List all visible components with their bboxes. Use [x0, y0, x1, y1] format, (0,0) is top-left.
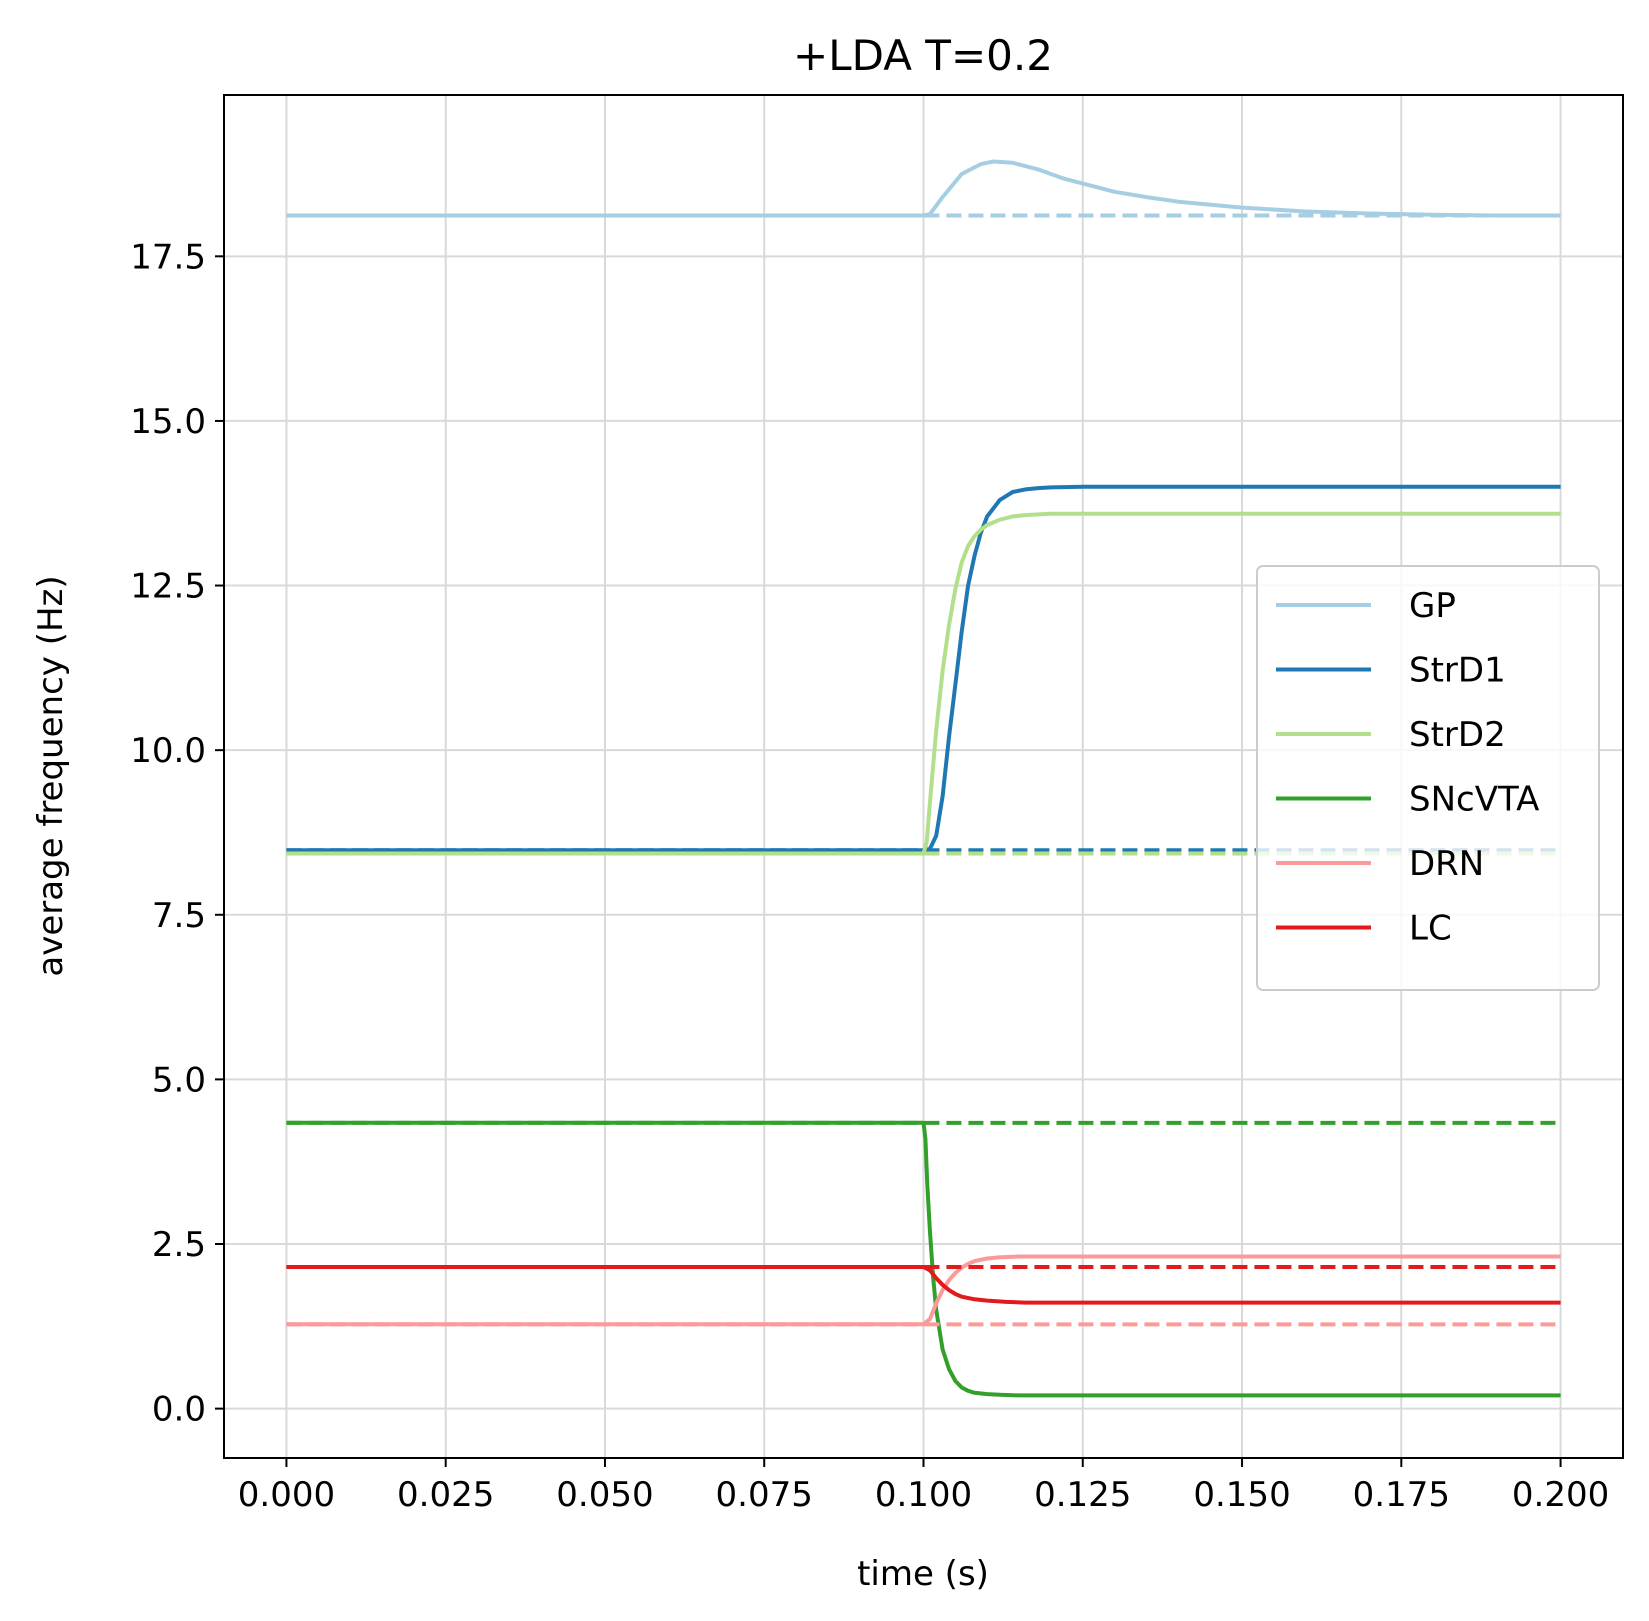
y-tick-label: 7.5 [152, 896, 206, 936]
y-axis-ticks: 0.0 2.5 5.0 7.5 10.0 12.5 15.0 17.5 [130, 237, 224, 1430]
series-lc-line [286, 1265, 1561, 1305]
x-tick-label: 0.150 [1193, 1475, 1290, 1515]
legend-box [1256, 565, 1600, 991]
y-tick-label: 12.5 [130, 567, 206, 607]
series-drn-line [286, 1254, 1561, 1327]
x-axis-ticks: 0.000 0.025 0.050 0.075 0.100 0.125 0.150 0.175… [238, 1458, 1609, 1515]
x-tick-label: 0.175 [1353, 1475, 1450, 1515]
y-tick-label: 15.0 [130, 402, 206, 442]
legend: GP StrD1 StrD2 SNcVTA DRN LC [1256, 565, 1600, 991]
x-axis-label: time (s) [857, 1554, 989, 1594]
legend-strd1-label: StrD1 [1409, 651, 1506, 691]
series-strd1-line [286, 484, 1561, 853]
y-tick-label: 5.0 [152, 1060, 206, 1100]
y-tick-label: 10.0 [130, 731, 206, 771]
x-tick-label: 0.025 [397, 1475, 494, 1515]
series-strd2-line [286, 511, 1561, 856]
y-tick-label: 0.0 [152, 1390, 206, 1430]
x-tick-label: 0.075 [716, 1475, 813, 1515]
legend-gp-label: GP [1409, 586, 1456, 626]
x-tick-label: 0.000 [238, 1475, 335, 1515]
chart-title: +LDA T=0.2 [793, 31, 1053, 80]
x-tick-label: 0.200 [1512, 1475, 1609, 1515]
legend-sncvta-label: SNcVTA [1409, 780, 1539, 820]
y-tick-label: 2.5 [152, 1225, 206, 1265]
y-tick-label: 17.5 [130, 237, 206, 277]
y-axis-label: average frequency (Hz) [31, 575, 71, 976]
legend-drn-label: DRN [1409, 844, 1484, 884]
x-tick-label: 0.125 [1034, 1475, 1131, 1515]
grid-lines [224, 95, 1623, 1458]
legend-lc-label: LC [1409, 909, 1452, 949]
legend-strd2-label: StrD2 [1409, 715, 1506, 755]
x-tick-label: 0.050 [556, 1475, 653, 1515]
x-tick-label: 0.100 [875, 1475, 972, 1515]
series-gp-line [286, 159, 1561, 218]
plot-frame [223, 94, 1624, 1459]
series-sncvta-line [286, 1120, 1561, 1398]
